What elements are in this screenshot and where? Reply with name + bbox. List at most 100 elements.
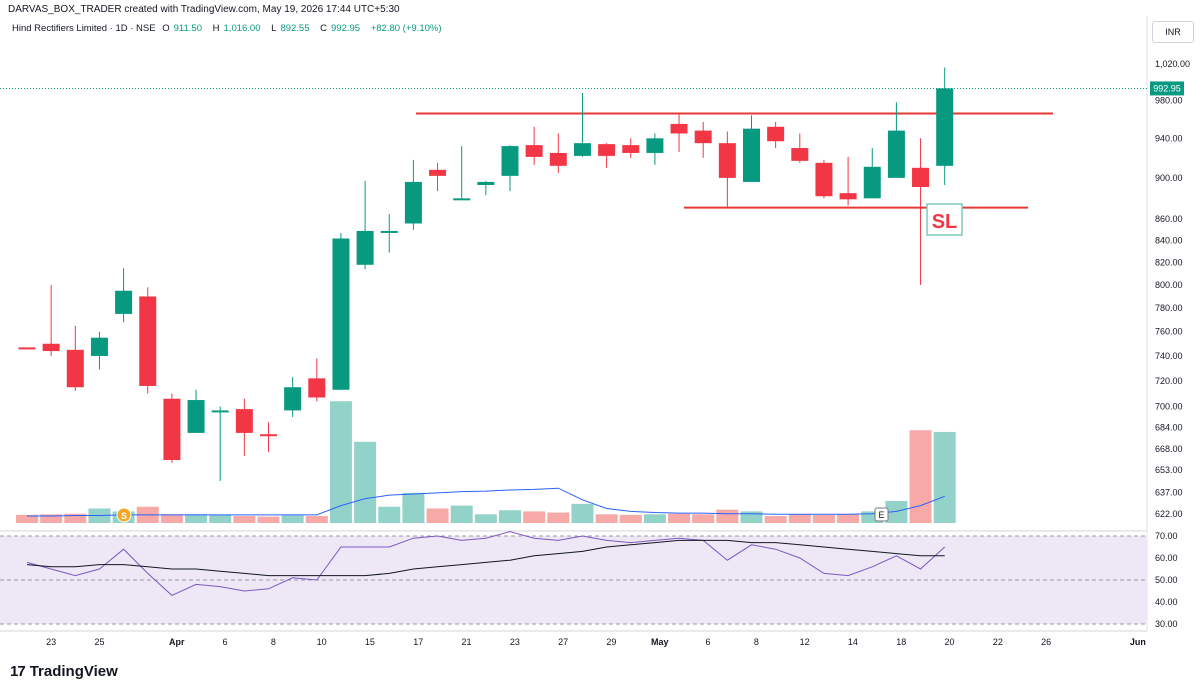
price-tick-label: 900.00 bbox=[1155, 173, 1183, 183]
candle-body bbox=[163, 398, 181, 461]
time-tick-label: Apr bbox=[169, 637, 185, 647]
volume-bar bbox=[692, 514, 715, 523]
candle-body bbox=[767, 126, 785, 142]
split-marker-icon[interactable] bbox=[116, 507, 132, 523]
symbol-name[interactable]: Hind Rectifiers Limited · 1D · NSE bbox=[12, 23, 156, 34]
price-tick-label: 684.00 bbox=[1155, 423, 1183, 433]
candle-body bbox=[887, 130, 905, 178]
currency-button[interactable]: INR bbox=[1152, 21, 1194, 43]
price-tick-label: 720.00 bbox=[1155, 376, 1183, 386]
volume-bar bbox=[160, 514, 183, 523]
price-tick-label: 740.00 bbox=[1155, 351, 1183, 361]
rsi-tick-label: 50.00 bbox=[1155, 575, 1178, 585]
candle-body bbox=[453, 198, 471, 201]
time-tick-label: 29 bbox=[606, 637, 616, 647]
time-tick-label: 23 bbox=[510, 637, 520, 647]
candle-body bbox=[42, 343, 60, 352]
price-tick-label: 637.00 bbox=[1155, 487, 1183, 497]
sl-label: SL bbox=[932, 211, 958, 233]
candle-body bbox=[477, 181, 495, 185]
candle-body bbox=[284, 387, 302, 411]
volume-bar bbox=[402, 492, 425, 523]
price-tick-label: 780.00 bbox=[1155, 303, 1183, 313]
candle-body bbox=[404, 181, 422, 224]
close-label: C bbox=[320, 23, 328, 34]
volume-bar bbox=[233, 516, 256, 523]
volume-bar bbox=[523, 511, 546, 523]
volume-bar bbox=[354, 441, 377, 523]
price-tick-label: 668.00 bbox=[1155, 444, 1183, 454]
time-tick-label: 17 bbox=[413, 637, 423, 647]
earnings-marker-icon[interactable] bbox=[874, 507, 889, 522]
time-tick-label: 12 bbox=[800, 637, 810, 647]
candle-body bbox=[646, 138, 664, 153]
volume-bar bbox=[329, 401, 352, 523]
candle-body bbox=[187, 400, 205, 433]
candle-body bbox=[429, 169, 447, 176]
time-tick-label: 25 bbox=[94, 637, 104, 647]
price-tick-label: 820.00 bbox=[1155, 258, 1183, 268]
candle-body bbox=[622, 145, 640, 153]
time-tick-label: 21 bbox=[462, 637, 472, 647]
volume-bar bbox=[547, 512, 570, 523]
high-label: H bbox=[212, 23, 220, 34]
rsi-tick-label: 60.00 bbox=[1155, 553, 1178, 563]
close-value: 992.95 bbox=[331, 23, 361, 34]
candle-body bbox=[815, 162, 833, 197]
volume-bar bbox=[716, 509, 739, 523]
time-tick-label: 8 bbox=[271, 637, 276, 647]
candle-body bbox=[598, 144, 616, 156]
rsi-line bbox=[26, 531, 946, 596]
volume-bar bbox=[16, 514, 38, 523]
candle-body bbox=[912, 167, 930, 188]
candle-body bbox=[839, 193, 857, 200]
time-tick-label: 10 bbox=[317, 637, 327, 647]
last-price-badge bbox=[1150, 81, 1184, 96]
volume-bar bbox=[378, 506, 401, 523]
time-tick-label: Jun bbox=[1130, 637, 1146, 647]
candle-body bbox=[694, 130, 712, 144]
volume-bar bbox=[764, 516, 787, 523]
volume-bar bbox=[209, 514, 232, 523]
price-tick-label: 800.00 bbox=[1155, 280, 1183, 290]
volume-bar bbox=[450, 505, 473, 523]
tradingview-logo-icon: 17 bbox=[10, 663, 26, 680]
candle-body bbox=[718, 143, 736, 178]
time-tick-label: 26 bbox=[1041, 637, 1051, 647]
price-tick-label: 653.00 bbox=[1155, 465, 1183, 475]
volume-bar bbox=[668, 513, 691, 523]
volume-bar bbox=[619, 514, 642, 523]
sl-label-box bbox=[926, 203, 963, 236]
volume-bar bbox=[305, 516, 328, 523]
time-tick-label: 6 bbox=[706, 637, 711, 647]
tradingview-logo[interactable]: 17 TradingView bbox=[10, 663, 118, 680]
candle-body bbox=[791, 148, 809, 161]
candle-body bbox=[211, 410, 229, 413]
volume-bar bbox=[40, 514, 63, 523]
volume-bar bbox=[64, 513, 87, 523]
candle-body bbox=[380, 230, 398, 233]
rsi-ma-line bbox=[26, 539, 945, 577]
candle-body bbox=[356, 230, 374, 265]
price-tick-label: 622.00 bbox=[1155, 509, 1183, 519]
price-tick-label: 1,020.00 bbox=[1155, 59, 1190, 69]
volume-bar bbox=[909, 430, 932, 523]
volume-bar bbox=[426, 508, 449, 523]
time-tick-label: 27 bbox=[558, 637, 568, 647]
time-tick-label: 8 bbox=[754, 637, 759, 647]
last-price-label: 992.95 bbox=[1153, 83, 1181, 93]
candle-body bbox=[863, 166, 881, 199]
volume-bar bbox=[257, 516, 280, 523]
volume-bar bbox=[281, 515, 304, 523]
volume-bar bbox=[788, 514, 811, 523]
time-tick-label: May bbox=[651, 637, 669, 647]
volume-bar bbox=[185, 514, 208, 523]
price-tick-label: 980.00 bbox=[1155, 95, 1183, 105]
split-marker-label: S bbox=[121, 511, 127, 521]
price-tick-label: 700.00 bbox=[1155, 402, 1183, 412]
high-value: 1,016.00 bbox=[223, 23, 261, 34]
time-tick-label: 20 bbox=[945, 637, 955, 647]
candle-body bbox=[260, 434, 277, 437]
candle-body bbox=[573, 143, 591, 156]
